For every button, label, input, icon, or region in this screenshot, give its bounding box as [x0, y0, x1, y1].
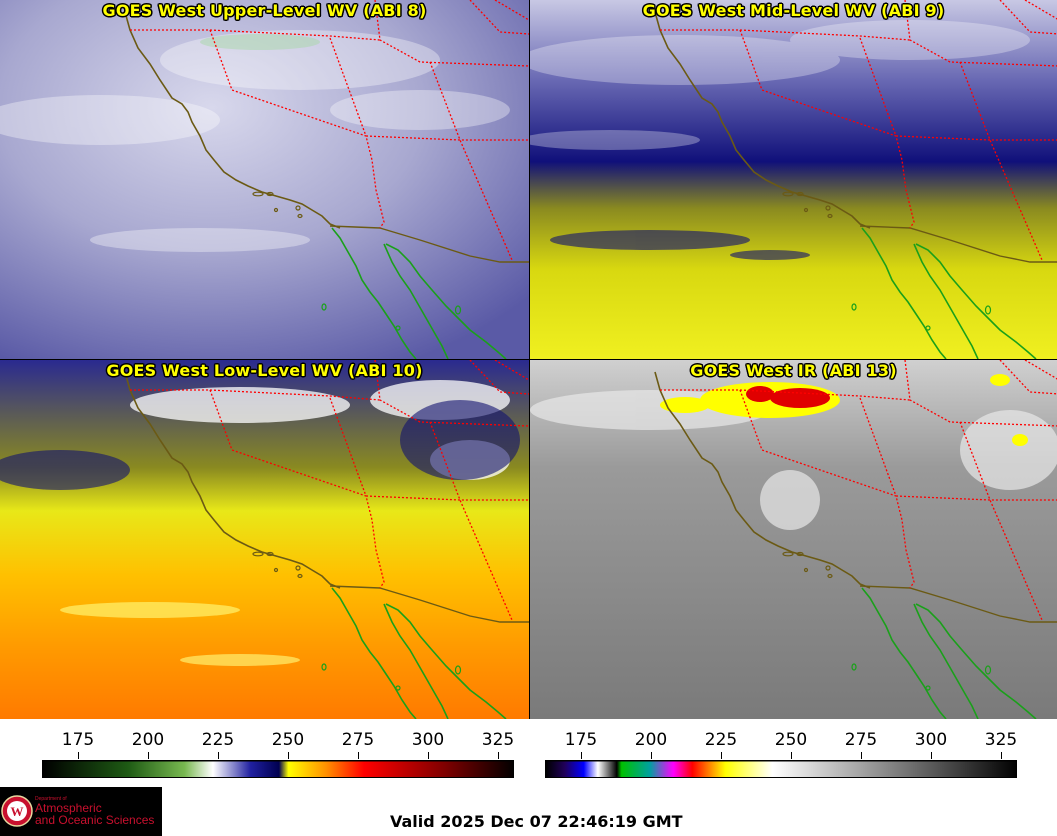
- tick-label: 200: [634, 730, 668, 750]
- tick-mark: [288, 752, 289, 759]
- tick-label: 200: [131, 730, 165, 750]
- panel-title: GOES West Mid-Level WV (ABI 9): [642, 1, 945, 20]
- panel-low-level-wv: GOES West Low-Level WV (ABI 10): [0, 360, 529, 719]
- tick-label: 325: [984, 730, 1018, 750]
- aos-logo: W Department of Atmospheric and Oceanic …: [0, 787, 162, 836]
- low-level-wv-image: [0, 360, 529, 719]
- mid-level-wv-image: [530, 0, 1057, 359]
- colorbar-ir-gradient: [545, 760, 1017, 778]
- tick-label: 325: [481, 730, 515, 750]
- logo-department: Department of: [35, 796, 67, 802]
- panel-title: GOES West Low-Level WV (ABI 10): [106, 361, 423, 380]
- tick-label: 175: [61, 730, 95, 750]
- valid-time: Valid 2025 Dec 07 22:46:19 GMT: [390, 812, 683, 831]
- tick-label: 275: [844, 730, 878, 750]
- logo-name-line1: Atmospheric: [35, 801, 102, 815]
- svg-text:W: W: [11, 804, 24, 819]
- tick-mark: [651, 752, 652, 759]
- tick-mark: [581, 752, 582, 759]
- tick-mark: [498, 752, 499, 759]
- panel-title: GOES West IR (ABI 13): [690, 361, 897, 380]
- tick-mark: [791, 752, 792, 759]
- panel-mid-level-wv: GOES West Mid-Level WV (ABI 9): [530, 0, 1057, 359]
- panel-ir: GOES West IR (ABI 13): [530, 360, 1057, 719]
- tick-label: 225: [201, 730, 235, 750]
- tick-mark: [428, 752, 429, 759]
- logo-name-line2: and Oceanic Sciences: [35, 813, 155, 827]
- panel-upper-level-wv: GOES West Upper-Level WV (ABI 8): [0, 0, 529, 359]
- tick-label: 275: [341, 730, 375, 750]
- panel-title: GOES West Upper-Level WV (ABI 8): [102, 1, 427, 20]
- tick-label: 300: [914, 730, 948, 750]
- tick-label: 250: [774, 730, 808, 750]
- colorbar-wv-gradient: [42, 760, 514, 778]
- panel-divider-horizontal: [0, 359, 1057, 360]
- uw-crest-icon: W: [1, 795, 33, 827]
- tick-mark: [218, 752, 219, 759]
- tick-mark: [358, 752, 359, 759]
- upper-level-wv-image: [0, 0, 529, 359]
- tick-mark: [931, 752, 932, 759]
- tick-mark: [721, 752, 722, 759]
- tick-label: 300: [411, 730, 445, 750]
- tick-label: 225: [704, 730, 738, 750]
- ir-image: [530, 360, 1057, 719]
- colorbar-ir: 175 200 225 250 275 300 325: [545, 730, 1017, 790]
- tick-label: 175: [564, 730, 598, 750]
- tick-label: 250: [271, 730, 305, 750]
- tick-mark: [148, 752, 149, 759]
- tick-mark: [78, 752, 79, 759]
- tick-mark: [1001, 752, 1002, 759]
- colorbar-wv: 175 200 225 250 275 300 325: [42, 730, 514, 790]
- tick-mark: [861, 752, 862, 759]
